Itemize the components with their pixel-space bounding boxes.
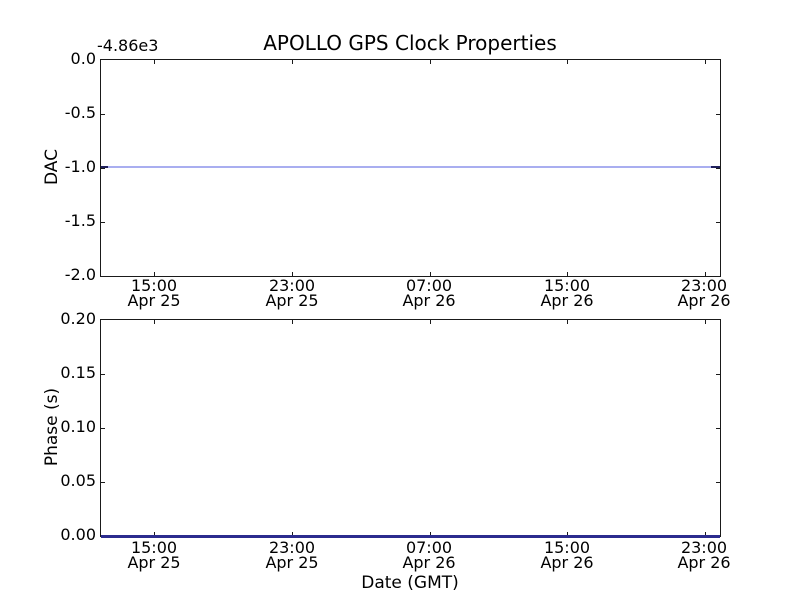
xtick-time: 15:00 (543, 538, 591, 557)
xtick-label: 15:00 Apr 26 (522, 276, 612, 310)
xtick-label: 23:00 Apr 25 (247, 538, 337, 572)
y-tick-mark (716, 482, 720, 483)
xtick-date: Apr 26 (402, 291, 456, 310)
y-tick-mark (716, 222, 720, 223)
xtick-date: Apr 25 (127, 291, 181, 310)
xtick-date: Apr 26 (677, 553, 731, 572)
plot-area-phase (100, 319, 721, 538)
xtick-date: Apr 25 (265, 553, 319, 572)
ytick-label: 0.15 (60, 363, 96, 382)
x-tick-mark (705, 272, 706, 276)
x-tick-mark (705, 60, 706, 64)
ytick-label: -1.0 (64, 157, 96, 176)
y-tick-mark (101, 428, 105, 429)
xtick-date: Apr 26 (677, 291, 731, 310)
x-tick-mark (154, 320, 155, 324)
ytick-label: 0.05 (60, 471, 96, 490)
x-tick-mark (154, 532, 155, 536)
ytick-label: 0.10 (60, 417, 96, 436)
xtick-date: Apr 26 (402, 553, 456, 572)
x-tick-mark (292, 532, 293, 536)
xtick-time: 23:00 (680, 538, 728, 557)
dac-data-line (101, 166, 720, 168)
xtick-date: Apr 26 (540, 291, 594, 310)
xtick-label: 07:00 Apr 26 (384, 276, 474, 310)
xtick-date: Apr 26 (540, 553, 594, 572)
xtick-time: 15:00 (543, 276, 591, 295)
dac-line-dense-start (101, 166, 108, 168)
x-tick-mark (292, 320, 293, 324)
y-tick-mark (716, 114, 720, 115)
x-tick-mark (430, 532, 431, 536)
chart-title: APOLLO GPS Clock Properties (263, 31, 557, 55)
x-tick-mark (292, 272, 293, 276)
x-tick-mark (567, 320, 568, 324)
xtick-time: 23:00 (268, 538, 316, 557)
y-tick-mark (716, 168, 720, 169)
y-tick-mark (716, 428, 720, 429)
y-axis-offset-text: -4.86e3 (97, 36, 159, 55)
xtick-time: 07:00 (405, 276, 453, 295)
phase-data-line (101, 535, 720, 538)
xtick-label: 15:00 Apr 25 (109, 276, 199, 310)
x-tick-mark (154, 272, 155, 276)
xtick-label: 23:00 Apr 26 (659, 276, 749, 310)
y-tick-mark (716, 374, 720, 375)
x-tick-mark (567, 60, 568, 64)
ytick-label: -1.5 (64, 211, 96, 230)
xtick-label: 15:00 Apr 25 (109, 538, 199, 572)
xtick-label: 23:00 Apr 26 (659, 538, 749, 572)
xtick-label: 07:00 Apr 26 (384, 538, 474, 572)
x-tick-mark (430, 272, 431, 276)
ytick-label: -0.5 (64, 103, 96, 122)
ytick-label: 0.0 (70, 49, 96, 68)
y-tick-mark (101, 114, 105, 115)
xtick-time: 15:00 (130, 276, 178, 295)
ytick-label: -2.0 (64, 265, 96, 284)
xtick-label: 23:00 Apr 25 (247, 276, 337, 310)
xtick-time: 07:00 (405, 538, 453, 557)
x-tick-mark (154, 60, 155, 64)
x-tick-mark (705, 532, 706, 536)
xtick-date: Apr 25 (265, 291, 319, 310)
plot-area-dac (100, 59, 721, 277)
ytick-label: 0.00 (60, 525, 96, 544)
xtick-time: 23:00 (268, 276, 316, 295)
y-tick-mark (101, 222, 105, 223)
x-tick-mark (567, 272, 568, 276)
x-tick-mark (705, 320, 706, 324)
dac-line-dense-end (711, 166, 720, 168)
x-tick-mark (567, 532, 568, 536)
xtick-time: 15:00 (130, 538, 178, 557)
x-tick-mark (292, 60, 293, 64)
ytick-label: 0.20 (60, 309, 96, 328)
x-tick-mark (430, 320, 431, 324)
xtick-date: Apr 25 (127, 553, 181, 572)
x-axis-label-date-gmt: Date (GMT) (361, 573, 459, 593)
y-tick-mark (101, 168, 105, 169)
y-tick-mark (101, 482, 105, 483)
xtick-label: 15:00 Apr 26 (522, 538, 612, 572)
y-tick-mark (101, 374, 105, 375)
x-tick-mark (430, 60, 431, 64)
xtick-time: 23:00 (680, 276, 728, 295)
